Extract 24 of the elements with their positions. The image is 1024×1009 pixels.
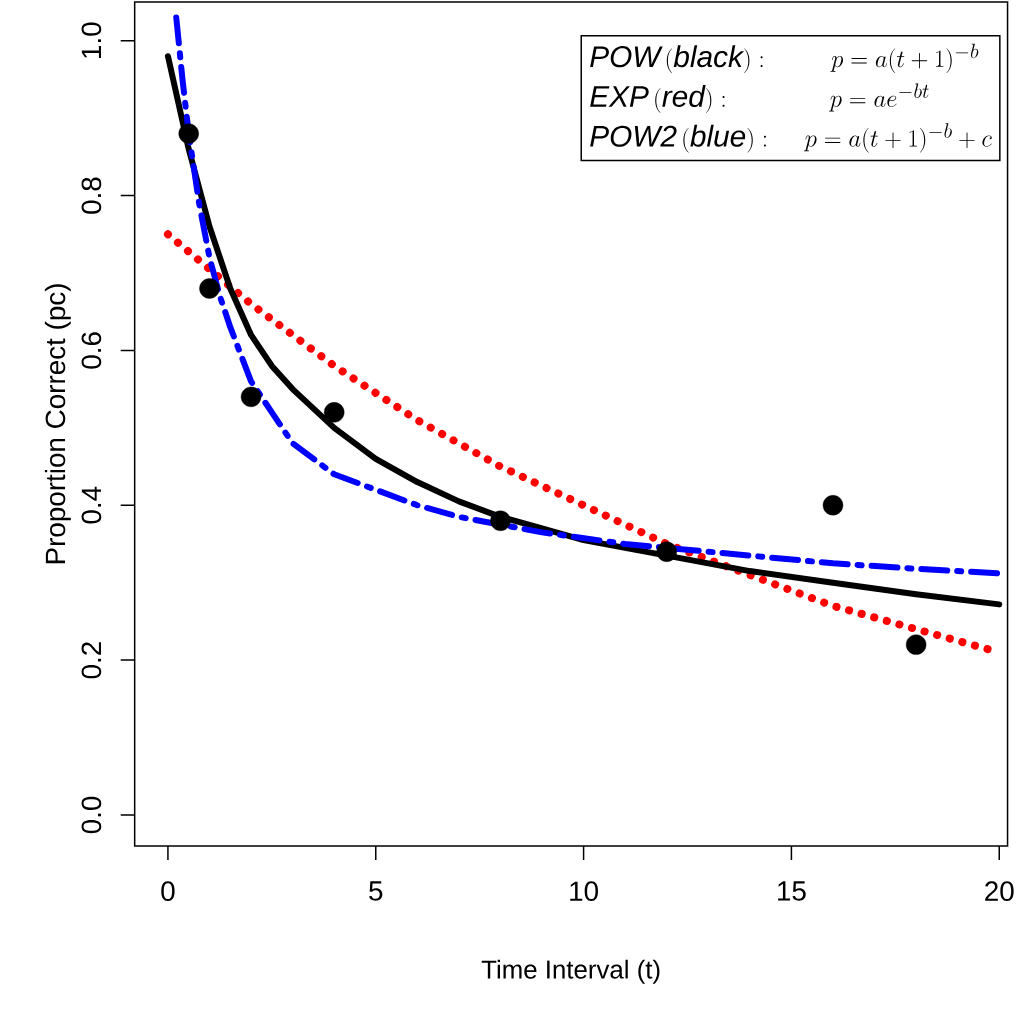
x-tick-label: 5 bbox=[369, 881, 383, 901]
y-tick-label: 0.2 bbox=[81, 642, 102, 679]
point bbox=[905, 634, 927, 656]
y-axis-title: Proportion Correct (pc) bbox=[44, 284, 71, 564]
point bbox=[490, 510, 511, 532]
x-tick-label: 0 bbox=[161, 881, 175, 902]
annotation: $\mathit{POW}\,(\mathit{black}):\qquad p=a(t+1)^{-b}$ bbox=[590, 43, 979, 74]
point bbox=[178, 123, 199, 144]
point bbox=[324, 402, 345, 423]
point bbox=[199, 278, 220, 299]
x-tick-label: 20 bbox=[985, 881, 1014, 902]
point bbox=[240, 386, 262, 408]
y-tick-label: 1.0 bbox=[81, 22, 102, 59]
x-tick-label: 10 bbox=[570, 881, 598, 902]
annotation: $\mathit{POW2}\,(\mathit{blue}):\quad p=a(t+1)^{-b}+c$ bbox=[590, 123, 992, 153]
y-tick-label: 0.4 bbox=[81, 486, 102, 524]
annotation: $\mathit{EXP}\,(\mathit{red}):\qquad\quad\; p=ae^{-bt}$ bbox=[590, 83, 929, 114]
point bbox=[656, 541, 677, 563]
point bbox=[822, 495, 844, 516]
y-tick-label: 0.6 bbox=[81, 332, 102, 369]
x-tick-label: 15 bbox=[778, 881, 806, 901]
y-tick-label: 0.0 bbox=[81, 796, 102, 834]
x-axis-title: Time Interval (t) bbox=[481, 959, 660, 984]
y-tick-label: 0.8 bbox=[81, 177, 102, 215]
